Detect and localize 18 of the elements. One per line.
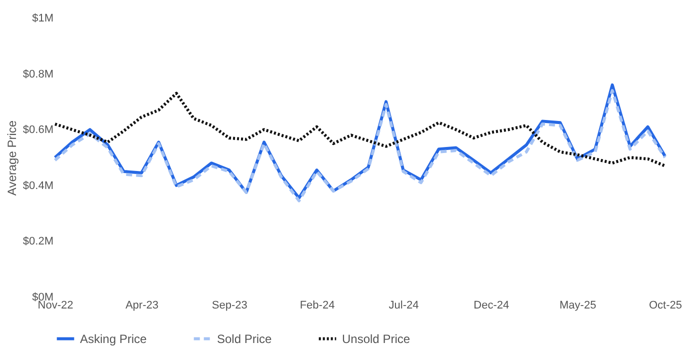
x-tick-label: Apr-23 (125, 300, 159, 312)
y-tick-label: $0.6M (22, 124, 54, 136)
x-tick-label: Feb-24 (300, 300, 335, 312)
y-axis-title: Average Price (4, 120, 19, 196)
x-tick-label: Nov-22 (38, 300, 74, 312)
line-series (54, 92, 666, 168)
y-tick-label: $0.2M (22, 236, 54, 248)
x-tick-label: Sep-23 (212, 300, 248, 312)
legend-label: Asking Price (80, 332, 148, 346)
x-tick-label: Jul-24 (388, 300, 419, 312)
x-tick-label: Oct-25 (648, 300, 682, 312)
y-tick-label: $0.8M (22, 68, 54, 80)
legend-label: Sold Price (217, 332, 272, 346)
x-tick-label: Dec-24 (474, 300, 510, 312)
legend-label: Unsold Price (342, 332, 410, 346)
y-tick-label: $0.4M (22, 180, 54, 192)
y-tick-label: $1M (32, 12, 54, 24)
x-tick-label: May-25 (560, 300, 596, 312)
